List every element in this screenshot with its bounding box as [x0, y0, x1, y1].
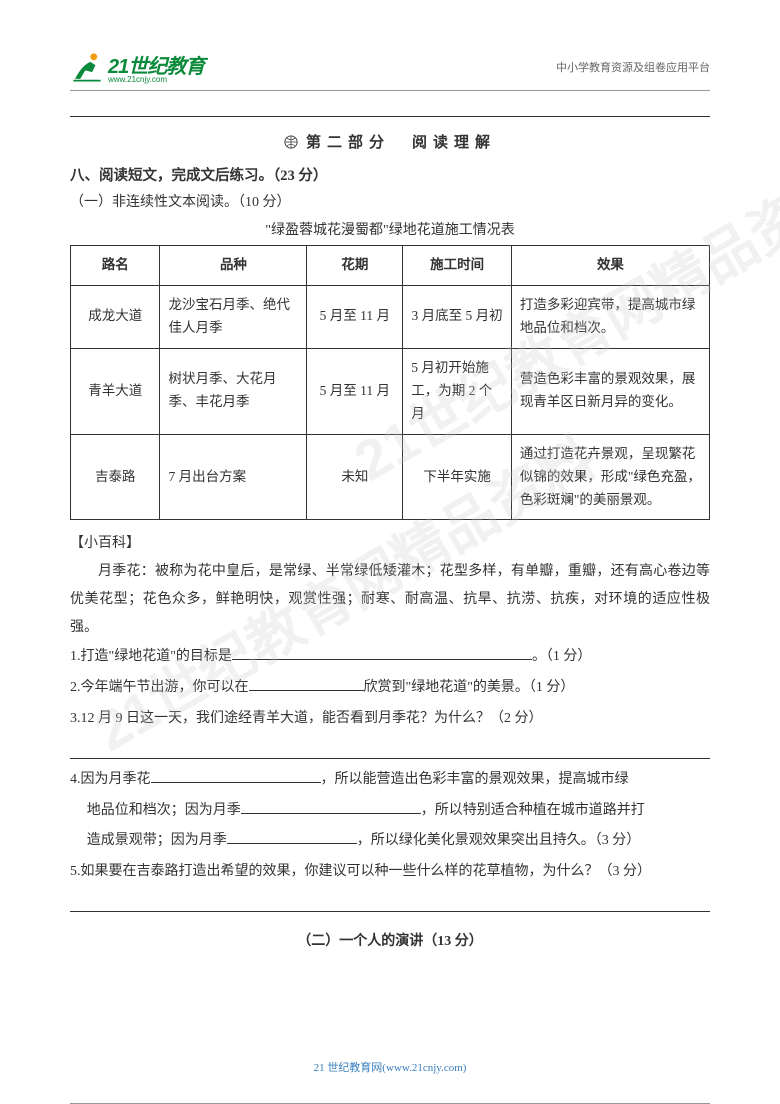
table-row: 成龙大道 龙沙宝石月季、绝代佳人月季 5 月至 11 月 3 月底至 5 月初 …	[71, 285, 710, 348]
q4e: 造成景观带；因为月季	[87, 833, 227, 848]
col-bloom: 花期	[307, 246, 403, 286]
q2-text-a: 2.今年端午节出游，你可以在	[70, 680, 249, 695]
globe-icon	[284, 135, 298, 149]
cell: 成龙大道	[71, 285, 160, 348]
cell: 7 月出台方案	[160, 434, 307, 520]
col-road: 路名	[71, 246, 160, 286]
q4a: 4.因为月季花	[70, 772, 151, 787]
q1-text-b: 。（1 分）	[532, 649, 592, 664]
answer-line	[70, 890, 710, 912]
cell: 未知	[307, 434, 403, 520]
blank	[227, 843, 357, 844]
question-4-line1: 4.因为月季花 ，所以能营造出色彩丰富的景观效果，提高城市绿	[70, 765, 710, 796]
q2-text-b: 欣赏到"绿地花道"的美景。（1 分）	[364, 680, 575, 695]
col-variety: 品种	[160, 246, 307, 286]
question-3: 3.12 月 9 日这一天，我们途经青羊大道，能否看到月季花？为什么？（2 分）	[70, 704, 710, 735]
cell: 3 月底至 5 月初	[403, 285, 512, 348]
baike-text: 月季花：被称为花中皇后，是常绿、半常绿低矮灌木；花型多样，有单瓣，重瓣，还有高心…	[70, 558, 710, 642]
blank	[232, 659, 532, 660]
cell: 下半年实施	[403, 434, 512, 520]
table-header-row: 路名 品种 花期 施工时间 效果	[71, 246, 710, 286]
q8-heading: 八、阅读短文，完成文后练习。（23 分）	[70, 164, 710, 185]
question-2: 2.今年端午节出游，你可以在 欣赏到"绿地花道"的美景。（1 分）	[70, 673, 710, 704]
cell: 营造色彩丰富的景观效果，展现青羊区日新月异的变化。	[511, 348, 709, 434]
q4d: ，所以特别适合种植在城市道路并打	[421, 803, 645, 818]
section-heading: 第二部分 阅读理解	[70, 131, 710, 152]
cell: 打造多彩迎宾带，提高城市绿地品位和档次。	[511, 285, 709, 348]
question-1: 1.打造"绿地花道"的目标是 。（1 分）	[70, 642, 710, 673]
header-rule	[70, 90, 710, 91]
q4b: ，所以能营造出色彩丰富的景观效果，提高城市绿	[321, 772, 629, 787]
logo-runner-icon	[70, 50, 104, 84]
header-right-text: 中小学教育资源及组卷应用平台	[556, 59, 710, 75]
cell: 通过打造花卉景观，呈现繁花似锦的效果，形成"绿色充盈，色彩斑斓"的美丽景观。	[511, 434, 709, 520]
top-answer-line	[70, 95, 710, 117]
footer-text: 21 世纪教育网(www.21cnjy.com)	[0, 1059, 780, 1075]
page-header: 21世纪教育 www.21cnjy.com 中小学教育资源及组卷应用平台	[70, 50, 710, 84]
cell: 树状月季、大花月季、丰花月季	[160, 348, 307, 434]
q8-sub1: （一）非连续性文本阅读。（10 分）	[70, 191, 710, 211]
sub2-title: （二）一个人的演讲（13 分）	[70, 930, 710, 950]
cell: 5 月初开始施工，为期 2 个月	[403, 348, 512, 434]
q1-text-a: 1.打造"绿地花道"的目标是	[70, 649, 232, 664]
construction-table: 路名 品种 花期 施工时间 效果 成龙大道 龙沙宝石月季、绝代佳人月季 5 月至…	[70, 245, 710, 520]
logo: 21世纪教育 www.21cnjy.com	[70, 50, 204, 84]
question-4-line3: 造成景观带；因为月季 ，所以绿化美化景观效果突出且持久。（3 分）	[70, 826, 710, 857]
question-5: 5.如果要在吉泰路打造出希望的效果，你建议可以种一些什么样的花草植物，为什么？（…	[70, 857, 710, 888]
cell: 5 月至 11 月	[307, 285, 403, 348]
col-time: 施工时间	[403, 246, 512, 286]
cell: 吉泰路	[71, 434, 160, 520]
blank	[249, 690, 364, 691]
q4c: 地品位和档次；因为月季	[87, 803, 241, 818]
part-label: 第二部分	[306, 135, 390, 151]
cell: 5 月至 11 月	[307, 348, 403, 434]
baike-label: 【小百科】	[70, 530, 710, 558]
table-row: 吉泰路 7 月出台方案 未知 下半年实施 通过打造花卉景观，呈现繁花似锦的效果，…	[71, 434, 710, 520]
blank	[151, 782, 321, 783]
answer-line	[70, 737, 710, 759]
part-name: 阅读理解	[412, 135, 496, 151]
question-4-line2: 地品位和档次；因为月季 ，所以特别适合种植在城市道路并打	[70, 796, 710, 827]
table-row: 青羊大道 树状月季、大花月季、丰花月季 5 月至 11 月 5 月初开始施工，为…	[71, 348, 710, 434]
table-title: "绿盈蓉城花漫蜀都"绿地花道施工情况表	[70, 219, 710, 239]
q4f: ，所以绿化美化景观效果突出且持久。（3 分）	[357, 833, 641, 848]
cell: 龙沙宝石月季、绝代佳人月季	[160, 285, 307, 348]
cell: 青羊大道	[71, 348, 160, 434]
blank	[241, 813, 421, 814]
col-effect: 效果	[511, 246, 709, 286]
